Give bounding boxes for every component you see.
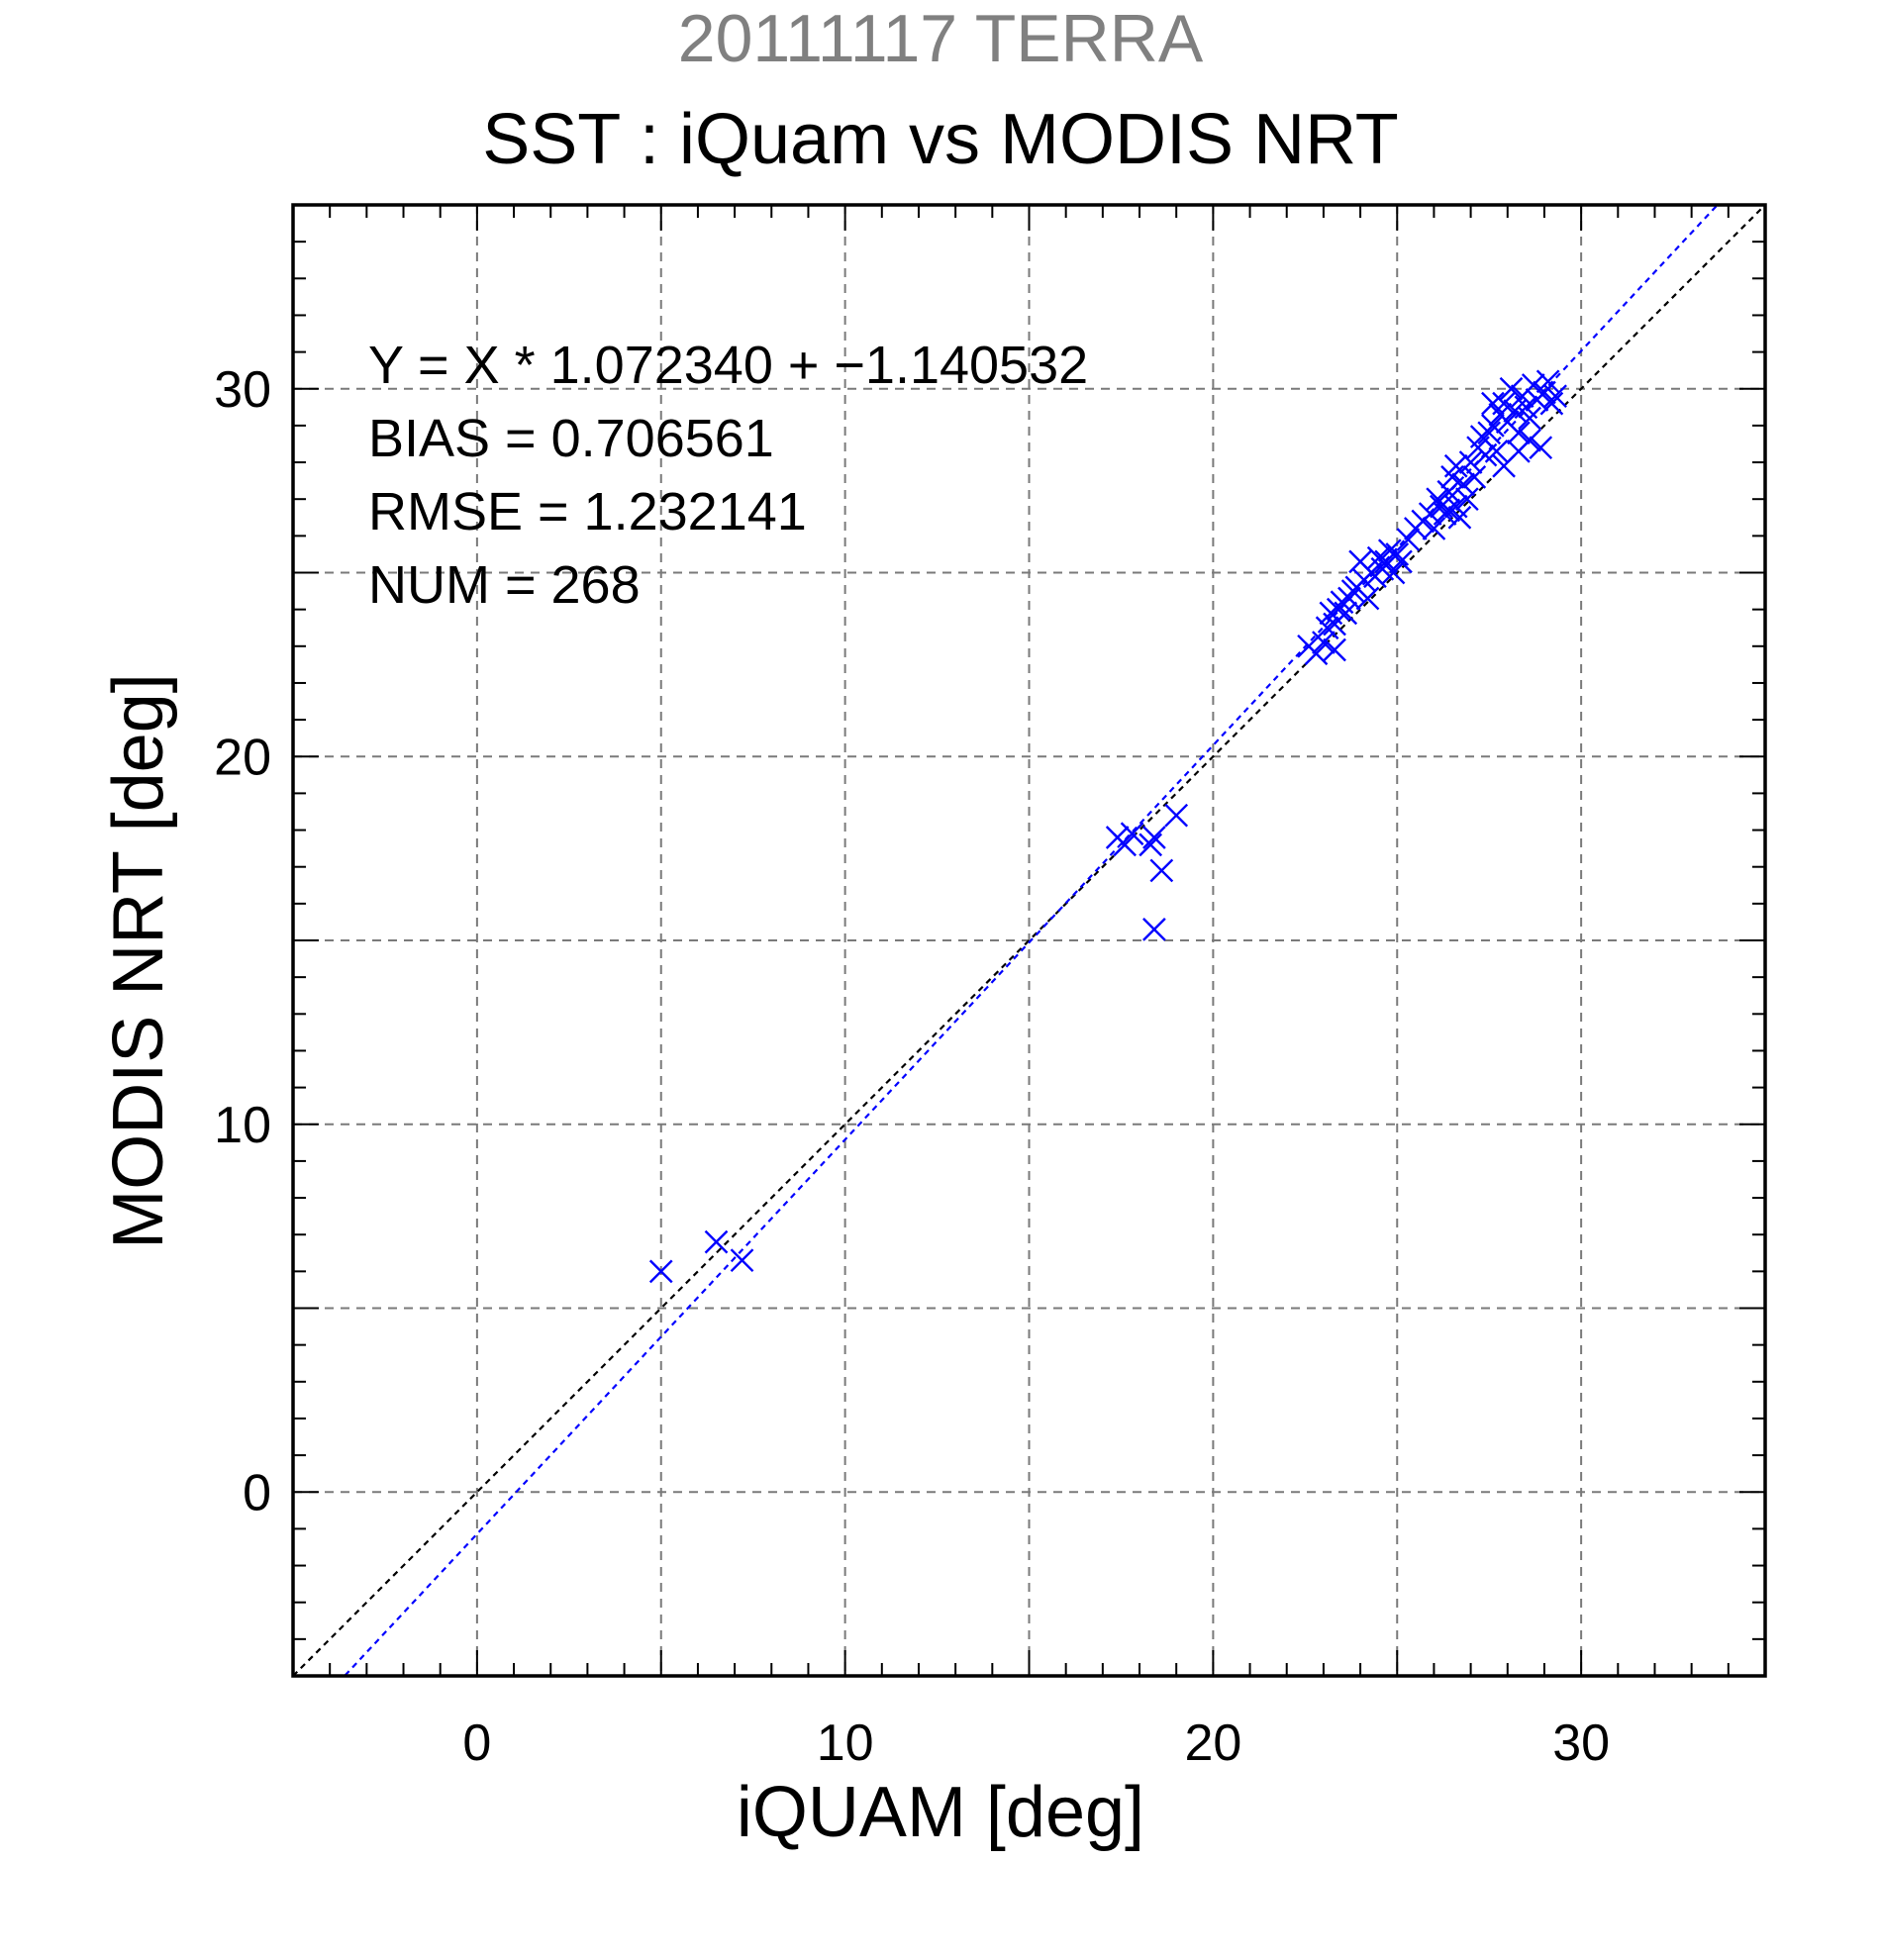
regression-equation: Y = X * 1.072340 + −1.140532 xyxy=(368,336,1089,395)
y-tick-label: 30 xyxy=(214,361,271,419)
chart-title: SST : iQuam vs MODIS NRT xyxy=(482,100,1399,179)
data-point xyxy=(1436,498,1461,523)
rmse-value: RMSE = 1.232141 xyxy=(368,482,807,541)
data-point xyxy=(1521,373,1545,397)
data-point xyxy=(1138,833,1163,857)
data-point xyxy=(1120,822,1144,846)
data-point xyxy=(1518,428,1541,452)
data-point xyxy=(1389,549,1413,574)
axes-layer xyxy=(291,203,1767,1678)
data-point xyxy=(1142,918,1166,941)
data-point xyxy=(704,1229,729,1254)
y-axis-label: MODIS NRT [deg] xyxy=(99,673,178,1249)
data-point xyxy=(1518,406,1541,431)
data-point xyxy=(1507,421,1531,445)
x-tick-label: 30 xyxy=(1552,1715,1610,1772)
data-point xyxy=(1385,542,1410,566)
grid-layer xyxy=(293,205,1765,1676)
data-point xyxy=(1535,369,1560,394)
sample-count: NUM = 268 xyxy=(368,555,641,615)
data-point xyxy=(1304,641,1329,666)
data-point xyxy=(1323,637,1346,662)
data-point xyxy=(1436,479,1461,504)
x-axis-label: iQUAM [deg] xyxy=(736,1773,1145,1852)
data-point xyxy=(1312,631,1336,654)
data-point xyxy=(1355,586,1380,611)
data-point xyxy=(1539,391,1564,416)
data-point xyxy=(1396,528,1421,551)
data-point xyxy=(730,1248,754,1273)
bias-value: BIAS = 0.706561 xyxy=(368,409,774,468)
data-point xyxy=(1543,384,1567,409)
data-point xyxy=(1443,494,1468,519)
data-point xyxy=(1381,560,1406,585)
x-tick-label: 10 xyxy=(817,1715,874,1772)
data-point xyxy=(1458,450,1483,474)
data-point xyxy=(1455,487,1479,512)
data-point xyxy=(1484,440,1509,463)
data-point xyxy=(1443,453,1468,478)
x-tick-label: 0 xyxy=(462,1715,491,1772)
data-point xyxy=(1334,601,1358,626)
data-points-layer xyxy=(648,369,1567,1284)
y-tick-label: 10 xyxy=(214,1097,271,1154)
data-point xyxy=(1142,826,1166,849)
tick-labels-layer: 0 10 20 30 0 10 20 30 xyxy=(214,361,1610,1772)
data-point xyxy=(1529,436,1553,460)
data-point xyxy=(1149,858,1174,883)
data-point xyxy=(1315,616,1339,640)
data-point xyxy=(1164,803,1189,828)
data-point xyxy=(1337,586,1361,611)
data-point xyxy=(1481,414,1505,438)
data-point xyxy=(1481,391,1505,416)
data-point xyxy=(1492,391,1516,416)
x-tick-label: 20 xyxy=(1184,1715,1241,1772)
data-point xyxy=(1462,465,1487,489)
data-point xyxy=(1477,421,1502,445)
y-tick-label: 20 xyxy=(214,729,271,786)
y-tick-label: 0 xyxy=(243,1464,271,1521)
data-point xyxy=(648,1259,673,1284)
data-point xyxy=(1422,517,1446,540)
chart-title-date: 20111117 TERRA xyxy=(677,1,1204,76)
data-point xyxy=(1113,833,1138,857)
data-point xyxy=(1499,376,1524,401)
data-point xyxy=(1451,472,1476,497)
